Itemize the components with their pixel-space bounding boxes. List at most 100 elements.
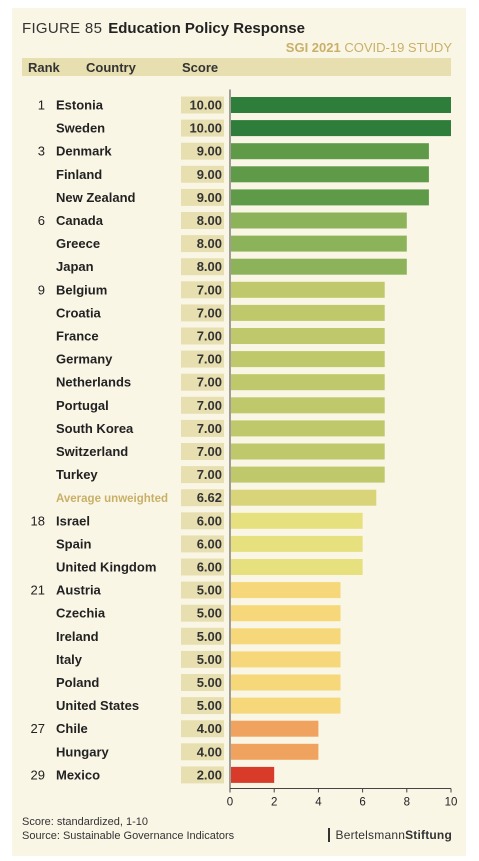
country-label: Italy bbox=[56, 652, 83, 667]
score-label: 6.62 bbox=[197, 490, 222, 505]
rank-label: 21 bbox=[31, 583, 45, 598]
score-bar bbox=[231, 582, 341, 599]
country-label: Switzerland bbox=[56, 444, 128, 459]
country-label: Mexico bbox=[56, 767, 100, 782]
score-bar bbox=[231, 443, 385, 460]
score-bar bbox=[231, 720, 319, 737]
score-bar bbox=[231, 766, 275, 783]
country-label: Finland bbox=[56, 167, 102, 182]
score-box bbox=[181, 396, 224, 414]
column-header-country: Country bbox=[86, 60, 136, 75]
score-label: 7.00 bbox=[197, 421, 222, 436]
country-label: Spain bbox=[56, 536, 91, 551]
score-label: 7.00 bbox=[197, 398, 222, 413]
score-label: 9.00 bbox=[197, 167, 222, 182]
rank-label: 18 bbox=[31, 513, 45, 528]
score-box bbox=[181, 489, 224, 507]
score-box bbox=[181, 512, 224, 530]
score-box bbox=[181, 235, 224, 253]
score-bar bbox=[231, 743, 319, 760]
country-label: Netherlands bbox=[56, 375, 131, 390]
subtitle-bold: SGI 2021 bbox=[285, 40, 341, 55]
score-bar bbox=[231, 674, 341, 691]
score-bar bbox=[231, 466, 385, 483]
score-box bbox=[181, 650, 224, 668]
score-label: 7.00 bbox=[197, 444, 222, 459]
score-box bbox=[181, 627, 224, 645]
score-bar bbox=[231, 605, 341, 622]
score-label: 5.00 bbox=[197, 629, 222, 644]
score-label: 10.00 bbox=[189, 121, 222, 136]
score-label: 7.00 bbox=[197, 305, 222, 320]
score-label: 5.00 bbox=[197, 652, 222, 667]
score-label: 7.00 bbox=[197, 352, 222, 367]
score-label: 10.00 bbox=[189, 98, 222, 113]
score-bar bbox=[231, 351, 385, 368]
country-label: United States bbox=[56, 698, 139, 713]
x-tick-label: 4 bbox=[315, 796, 322, 808]
score-box bbox=[181, 304, 224, 322]
country-label: Hungary bbox=[56, 744, 110, 759]
x-tick-label: 10 bbox=[445, 796, 458, 808]
chart-title: Education Policy Response bbox=[108, 20, 305, 37]
rank-label: 6 bbox=[38, 213, 45, 228]
logo-bold: Stiftung bbox=[405, 828, 452, 842]
score-label: 7.00 bbox=[197, 329, 222, 344]
score-box bbox=[181, 581, 224, 599]
x-tick-label: 8 bbox=[404, 796, 410, 808]
score-label: 8.00 bbox=[197, 236, 222, 251]
score-box bbox=[181, 720, 224, 738]
score-label: 6.00 bbox=[197, 536, 222, 551]
score-bar bbox=[231, 628, 341, 645]
score-box bbox=[181, 419, 224, 437]
score-box bbox=[181, 281, 224, 299]
country-label: Belgium bbox=[56, 282, 107, 297]
score-label: 5.00 bbox=[197, 675, 222, 690]
score-label: 6.00 bbox=[197, 513, 222, 528]
country-label: Israel bbox=[56, 513, 90, 528]
score-bar bbox=[231, 258, 407, 275]
column-header-rank: Rank bbox=[28, 60, 60, 75]
x-tick-label: 2 bbox=[271, 796, 277, 808]
score-box bbox=[181, 604, 224, 622]
score-bar bbox=[231, 143, 429, 160]
x-tick-label: 6 bbox=[359, 796, 365, 808]
score-box bbox=[181, 96, 224, 114]
rank-label: 3 bbox=[38, 144, 45, 159]
score-box bbox=[181, 558, 224, 576]
score-bar bbox=[231, 212, 407, 229]
score-bar bbox=[231, 166, 429, 183]
logo-regular: Bertelsmann bbox=[335, 828, 406, 842]
country-label: France bbox=[56, 329, 99, 344]
country-label: United Kingdom bbox=[56, 560, 156, 575]
score-label: 5.00 bbox=[197, 583, 222, 598]
score-bar bbox=[231, 304, 385, 321]
score-box bbox=[181, 535, 224, 553]
score-box bbox=[181, 697, 224, 715]
country-label: Portugal bbox=[56, 398, 109, 413]
country-label: Canada bbox=[56, 213, 104, 228]
score-label: 8.00 bbox=[197, 213, 222, 228]
column-header-bar: Rank Country Score bbox=[22, 58, 451, 76]
score-box bbox=[181, 327, 224, 345]
score-box bbox=[181, 258, 224, 276]
score-bar bbox=[231, 120, 451, 137]
bertelsmann-logo: BertelsmannStiftung bbox=[327, 828, 453, 842]
score-box bbox=[181, 212, 224, 229]
score-bar bbox=[231, 281, 385, 298]
score-bar bbox=[231, 697, 341, 714]
score-box bbox=[181, 142, 224, 160]
score-label: 8.00 bbox=[197, 259, 222, 274]
average-label: Average unweighted bbox=[56, 493, 168, 505]
country-label: Estonia bbox=[56, 98, 104, 113]
score-bar bbox=[231, 559, 363, 575]
score-box bbox=[181, 466, 224, 484]
rank-label: 1 bbox=[38, 98, 45, 113]
score-box bbox=[181, 119, 224, 137]
score-note: Score: standardized, 1-10 bbox=[22, 816, 148, 828]
score-box bbox=[181, 674, 224, 691]
score-label: 4.00 bbox=[197, 744, 222, 759]
study-subtitle: SGI 2021 COVID-19 STUDY bbox=[286, 40, 452, 55]
score-bar bbox=[231, 535, 363, 552]
score-label: 9.00 bbox=[197, 190, 222, 205]
